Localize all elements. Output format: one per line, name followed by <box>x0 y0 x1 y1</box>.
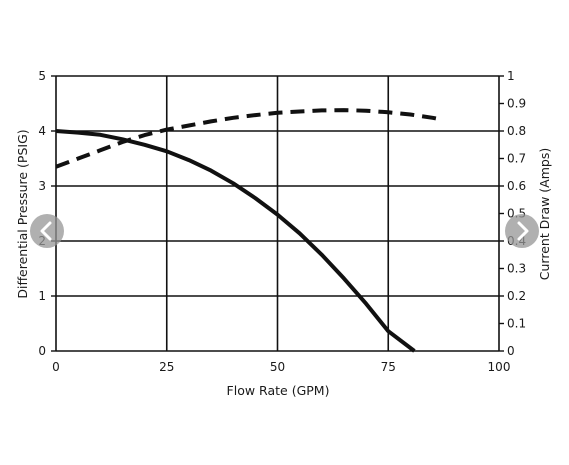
y2-tick-label: 0.8 <box>507 124 526 138</box>
y-tick-label: 4 <box>38 124 46 138</box>
previous-image-button[interactable] <box>30 214 64 248</box>
y-tick-label: 0 <box>38 344 46 358</box>
y2-tick-label: 0.6 <box>507 179 526 193</box>
y2-tick-label: 0.2 <box>507 289 526 303</box>
next-image-button[interactable] <box>505 214 539 248</box>
y-tick-label: 3 <box>38 179 46 193</box>
y-tick-label: 5 <box>38 69 46 83</box>
x-tick-label: 75 <box>381 360 396 374</box>
pressure-series-line <box>55 129 416 353</box>
x-tick-label: 25 <box>159 360 174 374</box>
y2-tick-label: 0.3 <box>507 262 526 276</box>
x-axis-title: Flow Rate (GPM) <box>227 383 330 398</box>
y2-tick-label: 1 <box>507 69 515 83</box>
x-tick-label: 50 <box>270 360 285 374</box>
x-tick-label: 0 <box>52 360 60 374</box>
y-tick-label: 1 <box>38 289 46 303</box>
y-axis-left-title: Differential Pressure (PSIG) <box>15 129 30 298</box>
grid-lines <box>51 75 504 352</box>
y2-tick-label: 0 <box>507 344 515 358</box>
y2-tick-label: 0.1 <box>507 317 526 331</box>
y2-tick-label: 0.7 <box>507 152 526 166</box>
series-lines <box>55 108 444 353</box>
y2-tick-label: 0.9 <box>507 97 526 111</box>
y-axis-right-title: Current Draw (Amps) <box>537 148 552 280</box>
x-tick-label: 100 <box>488 360 511 374</box>
tick-labels: 012345025507510000.10.20.30.40.50.60.70.… <box>38 69 526 374</box>
current-draw-series-line <box>55 108 444 169</box>
chevron-right-icon <box>517 221 529 241</box>
chevron-left-icon <box>40 221 52 241</box>
